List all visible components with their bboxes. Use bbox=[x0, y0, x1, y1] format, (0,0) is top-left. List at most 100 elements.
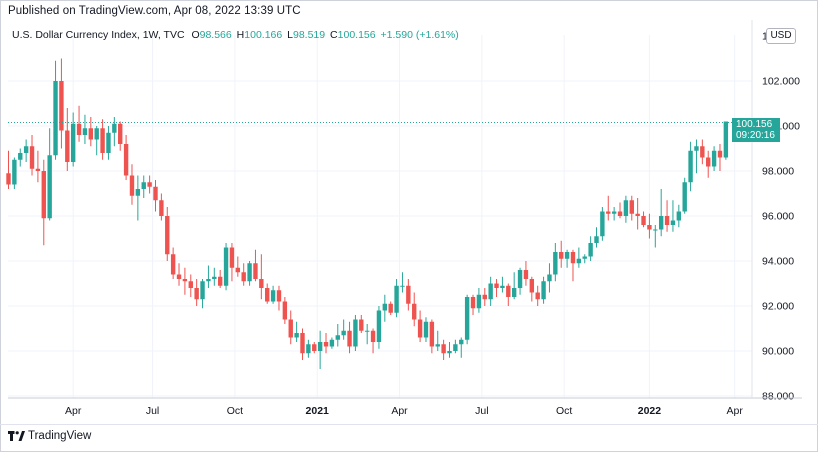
grid-lines bbox=[8, 35, 752, 398]
candle bbox=[453, 339, 458, 354]
candle bbox=[165, 207, 170, 261]
candle-body bbox=[641, 216, 646, 225]
brand-name: TradingView bbox=[28, 430, 92, 442]
price-axis: 88.00090.00092.00094.00096.00098.000100.… bbox=[762, 31, 800, 403]
candle-body bbox=[459, 339, 464, 345]
candle-body bbox=[559, 252, 564, 259]
symbol-legend[interactable]: U.S. Dollar Currency Index, 1W, TVC O98.… bbox=[12, 29, 459, 41]
candle bbox=[141, 175, 146, 198]
candle-body bbox=[294, 333, 299, 338]
candle-body bbox=[18, 153, 23, 160]
candle bbox=[212, 267, 217, 286]
candle-body bbox=[517, 270, 523, 288]
candle bbox=[694, 139, 699, 174]
candle bbox=[112, 117, 117, 147]
candle-body bbox=[717, 150, 723, 158]
open-value: 98.566 bbox=[199, 29, 232, 41]
candle-body bbox=[535, 292, 540, 300]
candle-body bbox=[147, 182, 152, 187]
candle bbox=[18, 148, 23, 167]
close-label: C bbox=[330, 29, 338, 41]
candle bbox=[617, 202, 623, 219]
candle-body bbox=[388, 303, 393, 313]
candle bbox=[100, 119, 105, 160]
candle bbox=[35, 150, 41, 183]
candle-body bbox=[300, 333, 305, 354]
candle-body bbox=[711, 150, 717, 167]
candle-body bbox=[541, 281, 546, 300]
candle bbox=[229, 243, 235, 282]
price-tick-label: 90.000 bbox=[762, 346, 794, 358]
time-tick-label: Oct bbox=[556, 405, 572, 417]
candle-body bbox=[88, 128, 94, 140]
candle bbox=[53, 60, 58, 160]
candle-body bbox=[635, 213, 640, 216]
tradingview-brand[interactable]: TradingView bbox=[8, 430, 91, 442]
candle-body bbox=[564, 252, 570, 259]
price-tick-label: 98.000 bbox=[762, 166, 794, 178]
candle bbox=[423, 317, 429, 342]
candle-body bbox=[306, 344, 311, 354]
candle-body bbox=[59, 81, 64, 131]
candle bbox=[29, 135, 35, 176]
candle-body bbox=[488, 283, 493, 300]
candle bbox=[535, 285, 540, 306]
low-label: L bbox=[287, 29, 293, 41]
candle bbox=[506, 283, 511, 306]
candle bbox=[253, 249, 258, 282]
candle-body bbox=[265, 288, 270, 302]
candle bbox=[388, 301, 393, 315]
candle-body bbox=[182, 279, 188, 282]
currency-badge[interactable]: USD bbox=[766, 28, 796, 44]
candle-body bbox=[382, 303, 388, 311]
candle bbox=[429, 319, 435, 354]
candle-body bbox=[123, 144, 129, 176]
candle-body bbox=[547, 274, 552, 282]
candle-body bbox=[694, 146, 699, 151]
candle bbox=[641, 211, 646, 228]
candle bbox=[317, 330, 323, 369]
time-tick-label: Jul bbox=[475, 405, 488, 417]
candle bbox=[288, 310, 293, 345]
candle-body bbox=[576, 258, 582, 264]
candle bbox=[312, 342, 317, 354]
candle bbox=[159, 193, 164, 221]
candle-body bbox=[682, 182, 687, 212]
candle bbox=[494, 279, 499, 297]
candle bbox=[664, 200, 670, 232]
tradingview-logo-icon bbox=[8, 431, 25, 441]
candle-body bbox=[247, 263, 252, 282]
candle bbox=[588, 236, 593, 261]
price-tick-label: 88.000 bbox=[762, 391, 794, 403]
candle bbox=[370, 328, 376, 354]
candle-body bbox=[6, 173, 11, 185]
candle bbox=[658, 189, 664, 237]
candle-body bbox=[94, 128, 99, 140]
candle bbox=[6, 150, 11, 189]
candle-body bbox=[359, 319, 364, 331]
candle-body bbox=[217, 276, 223, 286]
open-label: O bbox=[191, 29, 200, 41]
candle bbox=[106, 126, 111, 160]
candle bbox=[435, 330, 440, 351]
candle-body bbox=[276, 290, 282, 302]
candle bbox=[94, 126, 99, 156]
candle bbox=[247, 261, 252, 286]
candle-body bbox=[118, 123, 123, 144]
candle-body bbox=[370, 330, 376, 342]
candle bbox=[335, 324, 340, 347]
candle-body bbox=[706, 157, 711, 167]
candle-body bbox=[229, 247, 235, 268]
candle bbox=[412, 292, 417, 327]
candle bbox=[541, 276, 546, 304]
candle-body bbox=[353, 319, 358, 347]
candle-body bbox=[700, 146, 705, 158]
candle bbox=[582, 254, 587, 264]
candle-body bbox=[165, 216, 170, 255]
candle-body bbox=[194, 288, 199, 300]
candle bbox=[182, 267, 188, 295]
candle bbox=[47, 128, 52, 221]
candle-body bbox=[206, 279, 211, 282]
candle bbox=[635, 198, 640, 230]
